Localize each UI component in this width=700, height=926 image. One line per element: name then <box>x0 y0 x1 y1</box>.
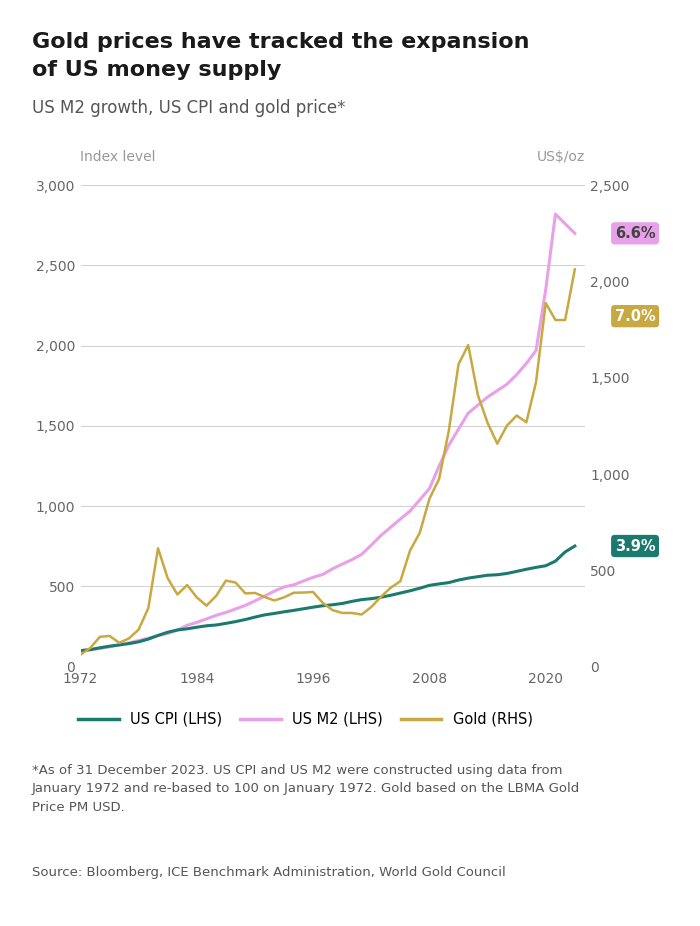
Text: 7.0%: 7.0% <box>615 308 655 324</box>
Text: of US money supply: of US money supply <box>32 60 281 81</box>
Text: US$/oz: US$/oz <box>536 149 584 164</box>
Legend: US CPI (LHS), US M2 (LHS), Gold (RHS): US CPI (LHS), US M2 (LHS), Gold (RHS) <box>78 712 533 727</box>
Text: Index level: Index level <box>80 149 156 164</box>
Text: *As of 31 December 2023. US CPI and US M2 were constructed using data from
Janua: *As of 31 December 2023. US CPI and US M… <box>32 764 580 814</box>
Text: 6.6%: 6.6% <box>615 226 655 241</box>
Text: 3.9%: 3.9% <box>615 539 655 554</box>
Text: Gold prices have tracked the expansion: Gold prices have tracked the expansion <box>32 32 529 53</box>
Text: US M2 growth, US CPI and gold price*: US M2 growth, US CPI and gold price* <box>32 99 345 117</box>
Text: Source: Bloomberg, ICE Benchmark Administration, World Gold Council: Source: Bloomberg, ICE Benchmark Adminis… <box>32 866 505 879</box>
